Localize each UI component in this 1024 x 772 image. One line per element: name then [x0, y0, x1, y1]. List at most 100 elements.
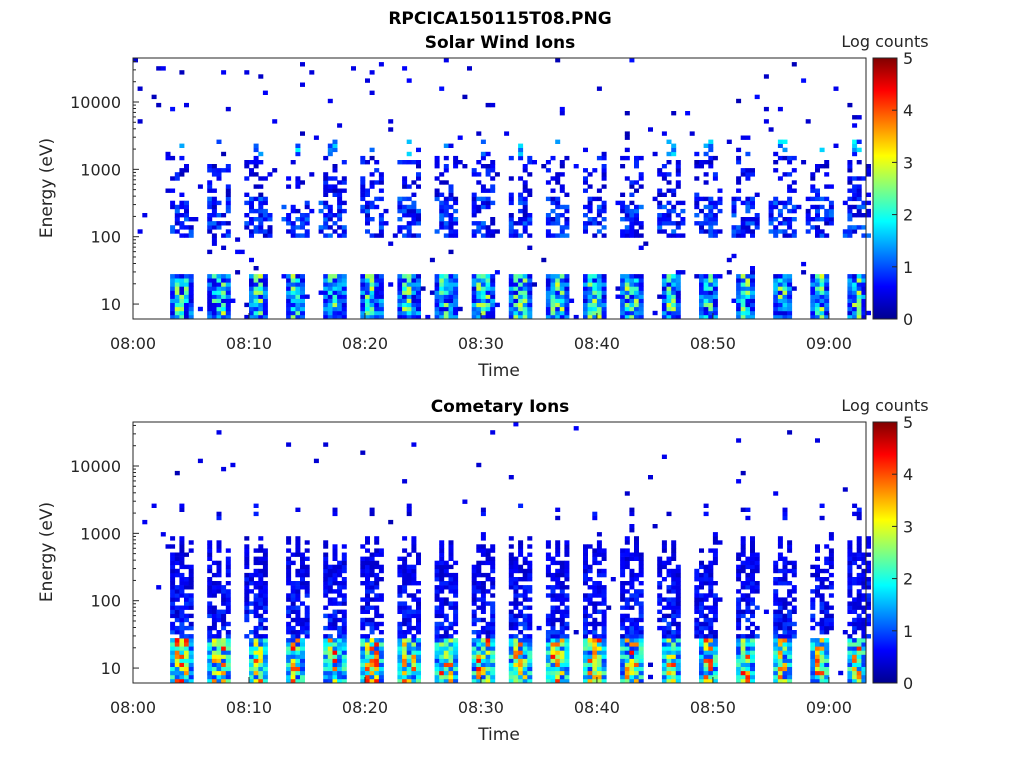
spectrogram-cell [304, 621, 310, 627]
spectrogram-cell [360, 560, 366, 566]
spectrogram-cell [675, 589, 681, 594]
spectrogram-cell [773, 229, 779, 234]
spectrogram-cell [494, 229, 500, 234]
spectrogram-cell [782, 556, 788, 561]
spectrogram-cell [620, 286, 626, 291]
spectrogram-cell [207, 188, 213, 193]
spectrogram-cell [661, 274, 667, 279]
spectrogram-cell [638, 294, 644, 299]
x-tick-label: 08:40 [574, 698, 620, 717]
spectrogram-cell [332, 544, 338, 549]
spectrogram-cell [360, 674, 366, 680]
spectrogram-cell [550, 294, 556, 299]
spectrogram-cell [262, 646, 268, 651]
spectrogram-cell [249, 674, 254, 680]
spectrogram-cell [773, 151, 779, 157]
spectrogram-cell [300, 131, 305, 136]
spectrogram-cell [262, 609, 268, 614]
spectrogram-cell [777, 625, 783, 631]
spectrogram-cell [712, 306, 718, 312]
spectrogram-cell [564, 654, 570, 659]
spectrogram-cell [471, 294, 477, 299]
spectrogram-cell [188, 540, 194, 545]
spectrogram-cell [476, 650, 482, 655]
spectrogram-cell [787, 306, 793, 312]
spectrogram-cell [866, 634, 871, 639]
spectrogram-cell [369, 184, 375, 189]
spectrogram-cell [782, 172, 788, 177]
spectrogram-cell [402, 302, 408, 308]
spectrogram-cell [253, 658, 259, 663]
spectrogram-cell [587, 646, 593, 651]
spectrogram-cell [866, 601, 871, 606]
spectrogram-cell [745, 221, 751, 226]
spectrogram-cell [708, 638, 714, 643]
spectrogram-cell [300, 625, 305, 631]
spectrogram-cell [717, 597, 723, 602]
spectrogram-cell [300, 556, 305, 561]
spectrogram-cell [856, 646, 862, 651]
spectrogram-cell [699, 642, 704, 647]
spectrogram-cell [378, 568, 384, 574]
spectrogram-cell [564, 310, 570, 316]
spectrogram-cell [216, 282, 222, 287]
spectrogram-cell [369, 172, 375, 177]
spectrogram-cell [750, 314, 755, 320]
spectrogram-cell [703, 617, 709, 623]
spectrogram-cell [332, 143, 338, 148]
spectrogram-cell [369, 638, 375, 643]
spectrogram-cell [286, 564, 292, 570]
spectrogram-cell [221, 650, 227, 655]
spectrogram-cell [522, 593, 528, 598]
spectrogram-cell [397, 274, 403, 279]
spectrogram-cell [583, 568, 588, 574]
spectrogram-cell [490, 274, 496, 279]
spectrogram-cell [304, 229, 310, 234]
spectrogram-cell [156, 585, 162, 590]
spectrogram-cell [736, 662, 742, 667]
spectrogram-cell [675, 564, 681, 570]
spectrogram-cell [295, 638, 301, 643]
spectrogram-cell [332, 597, 338, 602]
spectrogram-cell [258, 666, 264, 672]
spectrogram-cell [179, 654, 185, 659]
spectrogram-cell [740, 670, 746, 676]
spectrogram-cell [527, 597, 533, 602]
spectrogram-cell [341, 310, 347, 316]
spectrogram-cell [378, 298, 384, 303]
spectrogram-cell [262, 625, 268, 631]
spectrogram-cell [791, 609, 797, 614]
spectrogram-cell [810, 658, 816, 663]
spectrogram-cell [750, 560, 755, 566]
spectrogram-cell [671, 585, 677, 590]
spectrogram-cell [360, 662, 366, 667]
spectrogram-cell [518, 654, 524, 659]
spectrogram-cell [416, 658, 421, 663]
spectrogram-cell [397, 196, 403, 202]
spectrogram-cell [847, 180, 853, 185]
spectrogram-cell [184, 593, 189, 598]
spectrogram-cell [262, 294, 268, 299]
spectrogram-cell [587, 278, 593, 283]
spectrogram-cell [527, 625, 533, 631]
spectrogram-cell [402, 479, 408, 484]
spectrogram-cell [402, 204, 408, 210]
spectrogram-cell [675, 568, 681, 574]
spectrogram-cell [485, 642, 491, 647]
spectrogram-cell [453, 581, 459, 586]
spectrogram-cell [522, 282, 528, 287]
spectrogram-cell [620, 204, 626, 210]
spectrogram-cell [513, 314, 519, 320]
spectrogram-cell [629, 290, 635, 295]
spectrogram-cell [824, 294, 830, 299]
spectrogram-cell [453, 302, 459, 308]
spectrogram-cell [471, 670, 477, 676]
spectrogram-cell [587, 282, 593, 287]
spectrogram-cell [777, 106, 783, 112]
spectrogram-cell [188, 662, 194, 667]
spectrogram-cell [378, 282, 384, 287]
spectrogram-cell [583, 609, 588, 614]
spectrogram-cell [750, 286, 755, 291]
spectrogram-cell [782, 290, 788, 295]
spectrogram-cell [448, 282, 454, 287]
